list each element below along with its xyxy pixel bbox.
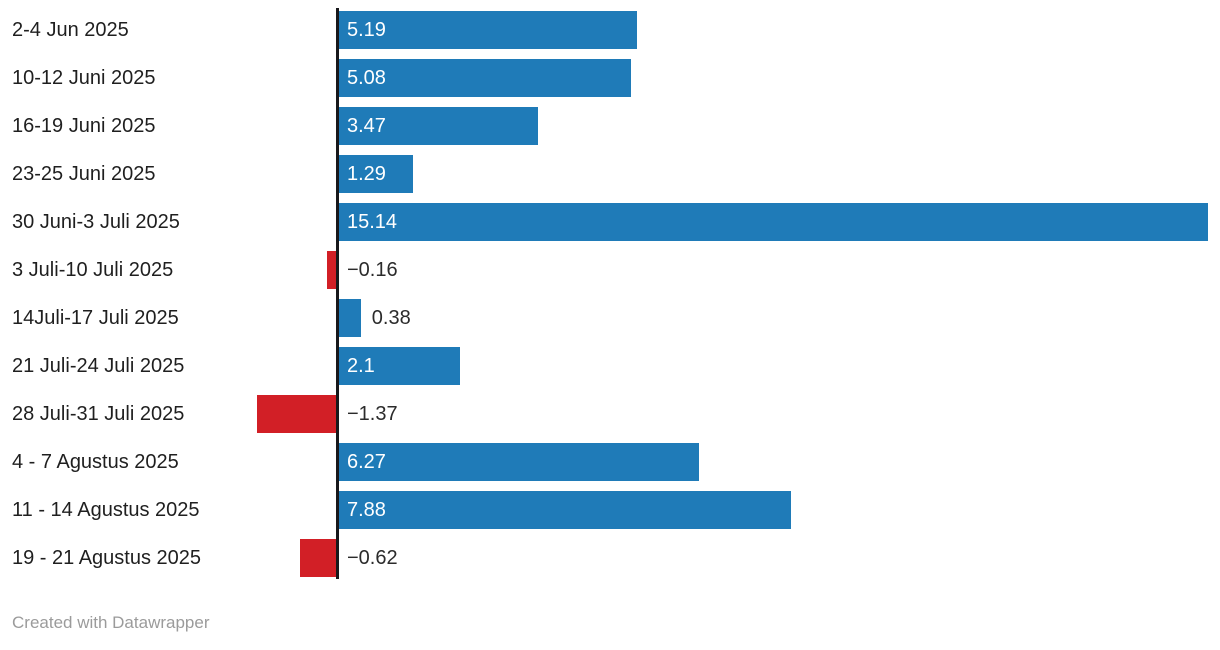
value-label: 6.27: [347, 451, 386, 473]
category-label: 19 - 21 Agustus 2025: [12, 547, 202, 569]
bar-positive: [339, 155, 414, 193]
value-label: −0.62: [347, 547, 398, 569]
category-label: 4 - 7 Agustus 2025: [12, 451, 179, 473]
bar-positive: [339, 203, 1209, 241]
category-label: 28 Juli-31 Juli 2025: [12, 403, 185, 425]
value-label: 7.88: [347, 499, 386, 521]
category-label: 16-19 Juni 2025: [12, 115, 156, 137]
value-label: −1.37: [347, 403, 398, 425]
category-label: 10-12 Juni 2025: [12, 67, 156, 89]
zero-baseline-axis: [336, 8, 339, 579]
value-label: 1.29: [347, 163, 386, 185]
value-label: −0.16: [347, 259, 398, 281]
bar-positive: [339, 443, 699, 481]
bar-positive: [339, 491, 792, 529]
category-label: 2-4 Jun 2025: [12, 19, 129, 41]
bar-chart: 2-4 Jun 2025 5.19 10-12 Juni 2025 5.08 16-19…: [12, 8, 1209, 579]
bar-positive: [339, 59, 631, 97]
bar-positive: [339, 11, 637, 49]
category-label: 21 Juli-24 Juli 2025: [12, 355, 185, 377]
category-label: 30 Juni-3 Juli 2025: [12, 211, 180, 233]
category-label: 23-25 Juni 2025: [12, 163, 156, 185]
value-label: 5.08: [347, 67, 386, 89]
bar-negative: [326, 251, 336, 289]
value-label: 5.19: [347, 19, 386, 41]
bar-positive: [339, 347, 460, 385]
bar-negative: [300, 539, 336, 577]
bar-positive: [339, 299, 361, 337]
category-label: 14Juli-17 Juli 2025: [12, 307, 179, 329]
bar-positive: [339, 107, 539, 145]
value-label: 15.14: [347, 211, 398, 233]
bar-negative: [257, 395, 336, 433]
value-label: 3.47: [347, 115, 386, 137]
value-label: 0.38: [371, 307, 411, 329]
category-label: 11 - 14 Agustus 2025: [12, 499, 200, 521]
category-label: 3 Juli-10 Juli 2025: [12, 259, 174, 281]
value-label: 2.1: [347, 355, 375, 377]
attribution-text: Created with Datawrapper: [12, 613, 210, 632]
